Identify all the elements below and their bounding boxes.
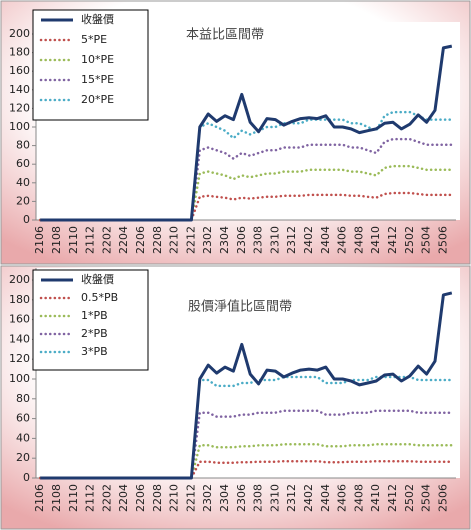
x-tick-label: 2410 <box>369 226 382 254</box>
y-tick-label: 20 <box>16 451 30 464</box>
x-tick-label: 2202 <box>100 484 113 512</box>
y-tick-label: 140 <box>9 83 30 96</box>
x-tick-label: 2404 <box>319 484 332 512</box>
legend-label: 10*PE <box>81 53 114 66</box>
legend-label: 2*PB <box>81 327 108 340</box>
legend-label: 收盤價 <box>81 272 114 286</box>
x-tick-label: 2402 <box>302 226 315 254</box>
x-tick-label: 2412 <box>386 226 399 254</box>
y-tick-label: 160 <box>9 313 30 326</box>
legend-box <box>32 9 149 121</box>
y-tick-label: 0 <box>23 213 30 226</box>
y-tick-label: 120 <box>9 101 30 114</box>
y-tick-label: 40 <box>16 176 30 189</box>
x-tick-label: 2304 <box>218 226 231 254</box>
x-tick-label: 2306 <box>235 484 248 512</box>
legend-label: 1*PB <box>81 309 108 322</box>
x-tick-label: 2206 <box>134 484 147 512</box>
y-tick-label: 0 <box>23 471 30 484</box>
x-tick-label: 2202 <box>100 226 113 254</box>
chart-title: 本益比區間帶 <box>186 28 264 43</box>
x-tick-label: 2408 <box>352 226 365 254</box>
x-tick-label: 2108 <box>50 226 63 254</box>
y-tick-label: 140 <box>9 332 30 345</box>
x-tick-label: 2506 <box>436 226 449 254</box>
legend-label: 3*PB <box>81 345 108 358</box>
y-tick-label: 200 <box>9 27 30 40</box>
x-tick-label: 2306 <box>235 226 248 254</box>
x-tick-label: 2212 <box>184 484 197 512</box>
x-tick-label: 2106 <box>33 226 46 254</box>
x-tick-label: 2302 <box>201 484 214 512</box>
x-tick-label: 2112 <box>84 226 97 254</box>
legend-box <box>32 269 149 371</box>
y-tick-label: 60 <box>16 157 30 170</box>
legend-label: 20*PE <box>81 93 114 106</box>
x-tick-label: 2502 <box>403 484 416 512</box>
legend-label: 15*PE <box>81 73 114 86</box>
x-tick-label: 2312 <box>285 226 298 254</box>
x-tick-label: 2504 <box>420 484 433 512</box>
x-tick-label: 2304 <box>218 484 231 512</box>
x-tick-label: 2212 <box>184 226 197 254</box>
y-tick-label: 200 <box>9 273 30 286</box>
legend-label: 0.5*PB <box>81 291 118 304</box>
y-tick-label: 40 <box>16 431 30 444</box>
x-tick-label: 2302 <box>201 226 214 254</box>
y-tick-label: 100 <box>9 372 30 385</box>
y-tick-label: 80 <box>16 392 30 405</box>
x-tick-label: 2410 <box>369 484 382 512</box>
x-tick-label: 2208 <box>151 484 164 512</box>
y-tick-label: 180 <box>9 46 30 59</box>
x-tick-label: 2210 <box>168 484 181 512</box>
x-tick-label: 2308 <box>252 484 265 512</box>
x-tick-label: 2204 <box>117 484 130 512</box>
x-tick-label: 2208 <box>151 226 164 254</box>
x-tick-label: 2412 <box>386 484 399 512</box>
x-tick-label: 2310 <box>268 484 281 512</box>
x-tick-label: 2108 <box>50 484 63 512</box>
y-tick-label: 80 <box>16 139 30 152</box>
x-tick-label: 2504 <box>420 226 433 254</box>
y-tick-label: 160 <box>9 64 30 77</box>
legend-label: 5*PE <box>81 33 107 46</box>
series-line <box>40 291 453 480</box>
x-tick-label: 2402 <box>302 484 315 512</box>
x-tick-label: 2106 <box>33 484 46 512</box>
x-tick-label: 2210 <box>168 226 181 254</box>
y-tick-label: 100 <box>9 120 30 133</box>
x-tick-label: 2404 <box>319 226 332 254</box>
legend-label: 收盤價 <box>81 12 114 26</box>
x-tick-label: 2312 <box>285 484 298 512</box>
x-tick-label: 2408 <box>352 484 365 512</box>
x-tick-label: 2308 <box>252 226 265 254</box>
x-tick-label: 2112 <box>84 484 97 512</box>
x-tick-label: 2506 <box>436 484 449 512</box>
y-tick-label: 20 <box>16 194 30 207</box>
x-tick-label: 2204 <box>117 226 130 254</box>
x-tick-label: 2502 <box>403 226 416 254</box>
series-line <box>40 44 453 222</box>
x-tick-label: 2206 <box>134 226 147 254</box>
x-tick-label: 2110 <box>67 484 80 512</box>
x-tick-label: 2406 <box>336 226 349 254</box>
x-tick-label: 2310 <box>268 226 281 254</box>
x-tick-label: 2110 <box>67 226 80 254</box>
y-tick-label: 180 <box>9 293 30 306</box>
y-tick-label: 60 <box>16 412 30 425</box>
chart-title: 股價淨值比區間帶 <box>188 299 292 315</box>
y-tick-label: 120 <box>9 352 30 365</box>
x-tick-label: 2406 <box>336 484 349 512</box>
